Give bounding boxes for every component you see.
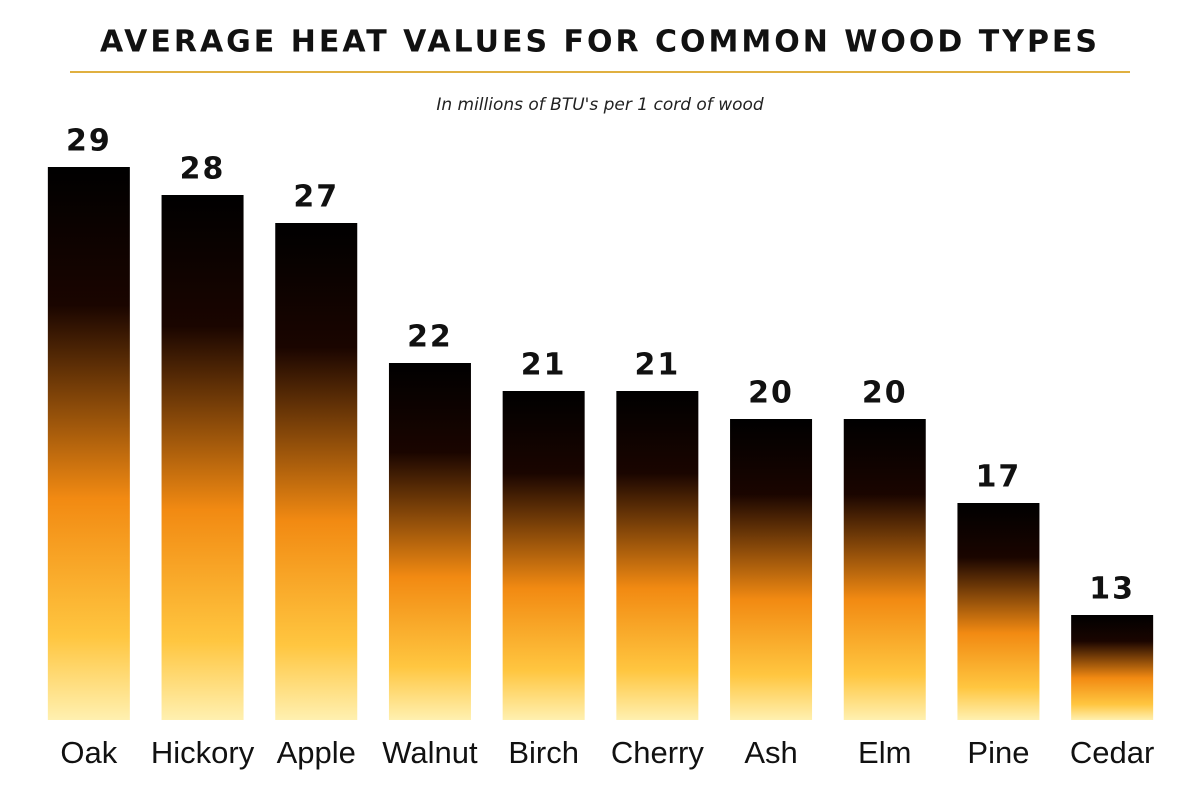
bar: [47, 167, 130, 720]
value-label: 28: [180, 152, 226, 187]
bar: [275, 223, 358, 720]
bar: [616, 391, 699, 720]
bar: [843, 419, 926, 720]
chart-subtitle: In millions of BTU's per 1 cord of wood: [436, 95, 764, 115]
value-label: 13: [1089, 572, 1135, 607]
bar: [388, 363, 471, 720]
value-label: 29: [66, 124, 112, 159]
x-tick-label: Ash: [744, 735, 797, 770]
value-label: 17: [976, 460, 1022, 495]
value-label: 21: [521, 348, 567, 383]
x-tick-label: Oak: [60, 735, 117, 770]
value-label: 21: [634, 348, 680, 383]
x-tick-label: Elm: [858, 735, 911, 770]
value-label: 27: [293, 180, 339, 215]
x-tick-label: Hickory: [151, 735, 255, 770]
chart-title: AVERAGE HEAT VALUES FOR COMMON WOOD TYPE…: [100, 25, 1100, 60]
x-tick-label: Pine: [967, 735, 1029, 770]
x-tick-label: Walnut: [382, 735, 478, 770]
value-label: 22: [407, 320, 453, 355]
bar: [502, 391, 585, 720]
value-label: 20: [748, 376, 794, 411]
x-tick-label: Cedar: [1070, 735, 1154, 770]
bar: [730, 419, 813, 720]
x-tick-label: Birch: [508, 735, 579, 770]
bar: [1071, 615, 1154, 720]
value-label: 20: [862, 376, 908, 411]
x-tick-label: Apple: [277, 735, 356, 770]
x-tick-label: Cherry: [611, 735, 705, 770]
bar: [957, 503, 1040, 720]
bar: [161, 195, 244, 720]
